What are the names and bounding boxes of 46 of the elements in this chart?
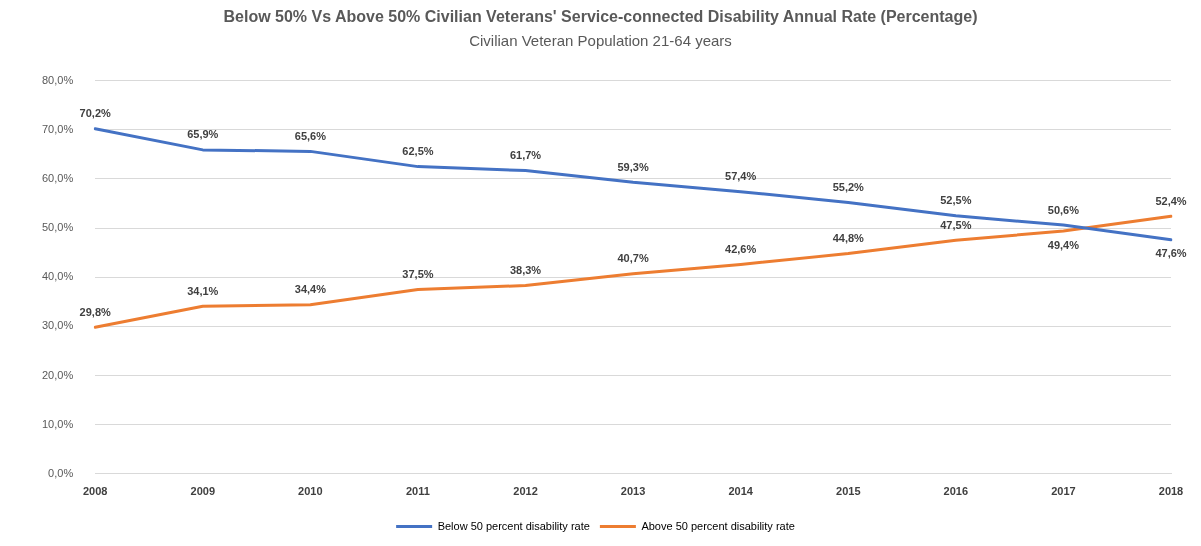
y-tick-label: 30,0%: [41, 319, 74, 332]
x-tick-label: 2010: [298, 485, 323, 498]
data-label: 50,6%: [1047, 203, 1080, 216]
data-label: 37,5%: [402, 268, 434, 281]
data-label: 62,5%: [402, 145, 434, 158]
data-label: 52,5%: [940, 194, 972, 207]
y-tick-label: 60,0%: [41, 171, 74, 184]
x-tick-label: 2016: [943, 485, 969, 498]
y-tick-label: 80,0%: [41, 73, 74, 86]
x-tick-label: 2011: [406, 485, 430, 498]
data-label: 42,6%: [725, 242, 757, 255]
data-label: 40,7%: [617, 252, 649, 265]
data-label: 70,2%: [79, 107, 111, 120]
data-label: 47,5%: [940, 218, 972, 231]
x-tick-label: 2018: [1158, 485, 1184, 498]
chart-subtitle: Civilian Veteran Population 21-64 years: [468, 32, 733, 49]
x-tick-label: 2014: [728, 485, 754, 498]
data-label: 61,7%: [509, 149, 542, 162]
data-label: 65,9%: [187, 128, 219, 141]
y-tick-label: 10,0%: [41, 417, 74, 430]
data-label: 34,4%: [294, 283, 327, 296]
x-tick-label: 2009: [190, 485, 216, 498]
y-tick-label: 70,0%: [41, 122, 74, 135]
chart-title: Below 50% Vs Above 50% Civilian Veterans' Service-connected Disability Annual Rate (Percentage): [222, 8, 979, 26]
data-label: 47,6%: [1155, 247, 1187, 260]
data-label: 29,8%: [79, 305, 111, 318]
x-tick-label: 2008: [82, 485, 108, 498]
data-label: 59,3%: [617, 160, 649, 173]
x-tick-label: 2013: [620, 485, 646, 498]
data-label: 49,4%: [1047, 238, 1080, 251]
x-tick-label: 2012: [513, 485, 538, 498]
data-label: 44,8%: [832, 232, 865, 245]
x-tick-label: 2017: [1051, 485, 1076, 498]
data-label: 52,4%: [1155, 194, 1187, 207]
data-label: 34,1%: [187, 284, 219, 297]
y-tick-label: 50,0%: [41, 221, 74, 234]
x-tick-label: 2015: [836, 485, 861, 498]
y-tick-label: 40,0%: [41, 270, 74, 283]
legend-label: Above 50 percent disability rate: [641, 519, 795, 532]
legend-label: Below 50 percent disability rate: [437, 519, 590, 532]
y-tick-label: 0,0%: [48, 466, 74, 479]
data-label: 38,3%: [509, 264, 542, 277]
data-label: 65,6%: [294, 129, 327, 142]
data-label: 55,2%: [832, 181, 865, 194]
data-label: 57,4%: [725, 170, 757, 183]
y-tick-label: 20,0%: [41, 368, 74, 381]
